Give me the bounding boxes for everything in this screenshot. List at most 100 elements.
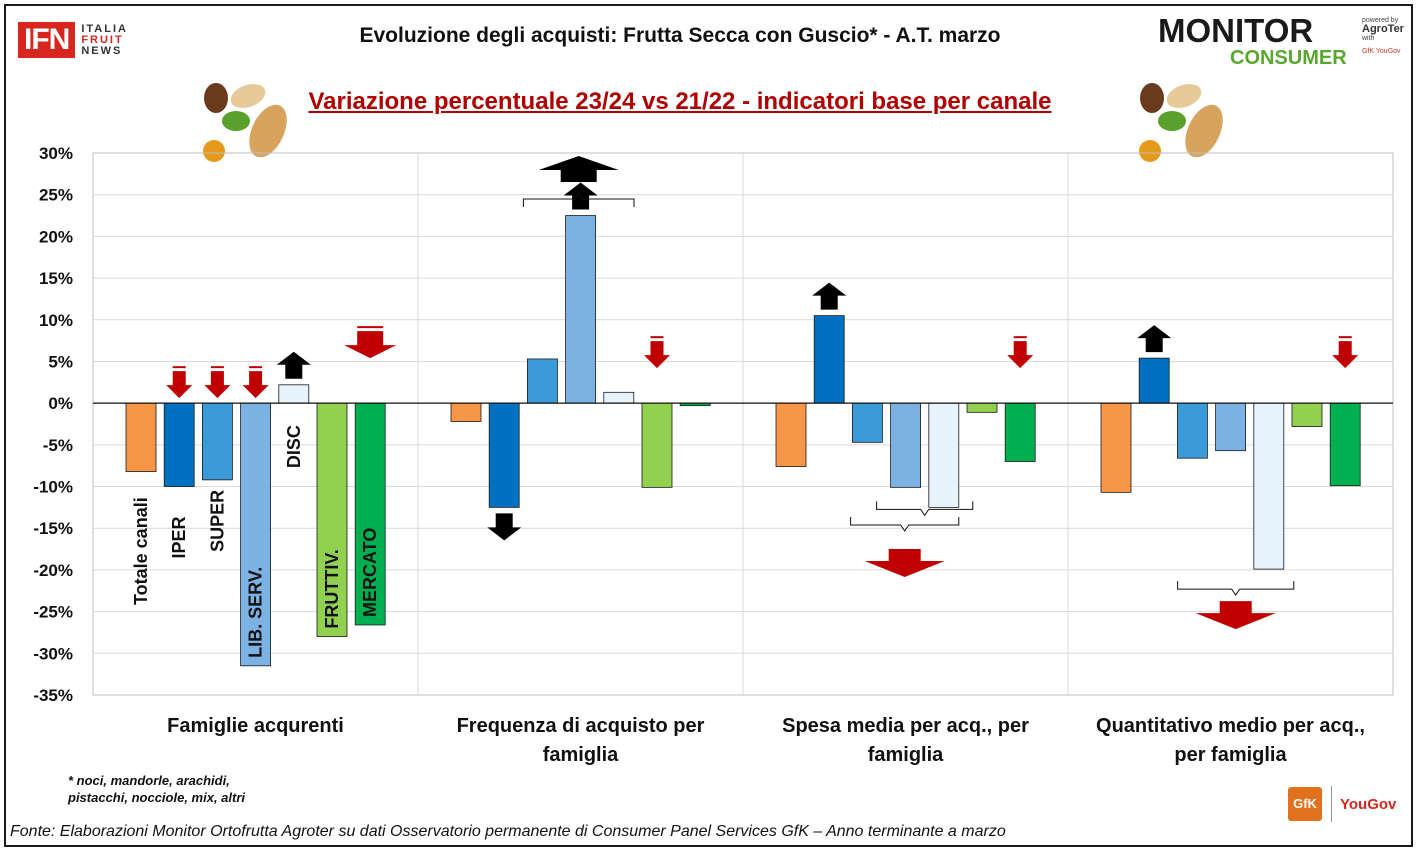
bar xyxy=(354,402,386,626)
hazelnut-icon xyxy=(203,140,225,162)
group-label: famiglia xyxy=(868,744,944,766)
nuts-illustration-left xyxy=(203,83,287,162)
footnote-line2: pistacchi, nocciole, mix, altri xyxy=(68,790,246,805)
bar xyxy=(890,402,921,488)
trend-arrow-down xyxy=(166,371,193,399)
peanut-icon xyxy=(1185,104,1223,158)
with-text: with xyxy=(1362,35,1375,42)
ifn-logo-mark: IFN xyxy=(18,22,76,58)
group-label: Famiglie acqurenti xyxy=(167,715,344,737)
bar xyxy=(1138,357,1170,404)
walnut-icon xyxy=(204,83,228,113)
bar xyxy=(1177,402,1208,459)
bracket xyxy=(850,517,960,532)
powered-by-block: powered by AgroTer with GfK YouGov xyxy=(1362,16,1410,56)
trend-arrow-down xyxy=(644,341,670,369)
group-label: famiglia xyxy=(543,744,619,766)
bar xyxy=(125,402,157,472)
bar xyxy=(813,315,845,404)
y-tick-label: -25% xyxy=(33,603,73,622)
trend-arrow-down xyxy=(242,371,269,399)
monitor-consumer-logo: MONITOR CONSUMER xyxy=(1158,12,1358,69)
bracket xyxy=(876,501,974,517)
group-label: Spesa media per acq., per xyxy=(782,715,1029,737)
y-tick-label: 20% xyxy=(39,227,73,246)
gfk-logo: GfK xyxy=(1288,787,1322,821)
ifn-logo-text: ITALIA FRUIT NEWS xyxy=(81,22,128,57)
channel-label: MERCATO xyxy=(360,528,380,617)
group-label: Quantitativo medio per acq., xyxy=(1096,715,1365,737)
monitor-logo-line1: MONITOR xyxy=(1158,12,1314,49)
ifn-logo-line2: FRUIT xyxy=(81,33,124,46)
trend-arrow-up xyxy=(538,156,619,182)
bracket xyxy=(1177,581,1295,596)
trend-arrow-down xyxy=(344,331,397,359)
logo-divider xyxy=(1331,786,1332,822)
trend-arrow-up xyxy=(812,282,847,310)
bar xyxy=(201,402,233,481)
y-tick-label: 25% xyxy=(39,186,73,205)
y-tick-label: -30% xyxy=(33,644,73,663)
y-tick-label: -20% xyxy=(33,561,73,580)
bar xyxy=(1004,402,1036,462)
ifn-logo: IFN ITALIA FRUIT NEWS xyxy=(18,22,128,58)
yougov-logo: YouGov xyxy=(1340,796,1397,813)
pistachio-icon xyxy=(222,111,250,131)
bar xyxy=(775,402,807,467)
bar xyxy=(1291,402,1323,427)
channel-label: IPER xyxy=(169,517,189,559)
y-tick-label: -35% xyxy=(33,686,73,705)
trend-arrow-down xyxy=(1195,601,1276,630)
channel-label: FRUTTIV. xyxy=(322,549,342,628)
cashew-icon xyxy=(230,83,266,109)
y-tick-label: -5% xyxy=(43,436,73,455)
ifn-logo-line3: NEWS xyxy=(81,44,123,57)
y-tick-label: 0% xyxy=(48,394,73,413)
bar xyxy=(966,402,998,413)
bar xyxy=(641,402,673,488)
bar xyxy=(527,358,558,404)
bar xyxy=(1215,402,1246,452)
agroter-logo: AgroTer xyxy=(1362,23,1404,35)
bar xyxy=(1253,402,1285,570)
bar xyxy=(1100,402,1132,493)
y-tick-label: 5% xyxy=(48,352,73,371)
monitor-logo-line2: CONSUMER xyxy=(1230,47,1347,69)
chart-title: Variazione percentuale 23/24 vs 21/22 - … xyxy=(308,88,1052,115)
trend-arrow-down xyxy=(1007,341,1034,369)
y-tick-label: -15% xyxy=(33,519,73,538)
channel-label: LIB. SERV. xyxy=(246,567,266,658)
bar xyxy=(565,215,596,404)
y-tick-label: 15% xyxy=(39,269,73,288)
trend-arrow-up xyxy=(276,351,311,379)
y-tick-label: 30% xyxy=(39,144,73,163)
peanut-icon xyxy=(249,104,287,158)
bar xyxy=(488,402,520,508)
channel-label: SUPER xyxy=(207,490,227,552)
bar xyxy=(450,402,482,422)
walnut-icon xyxy=(1140,83,1164,113)
channel-label: DISC xyxy=(284,425,304,468)
y-tick-label: 10% xyxy=(39,311,73,330)
ifn-logo-line1: ITALIA xyxy=(81,22,128,35)
trend-arrow-up xyxy=(1137,325,1172,353)
bar xyxy=(1329,402,1361,487)
bracket xyxy=(522,192,635,207)
bar xyxy=(163,402,195,487)
channel-label: Totale canali xyxy=(131,497,151,605)
footnote: * noci, mandorle, arachidi, pistacchi, n… xyxy=(68,772,245,806)
group-label: per famiglia xyxy=(1174,744,1287,766)
trend-arrow-down xyxy=(864,549,945,577)
trend-arrow-down xyxy=(1332,341,1359,369)
group-label: Frequenza di acquisto per xyxy=(457,715,705,737)
trend-arrow-down xyxy=(487,513,522,541)
partner-logos: GfK YouGov xyxy=(1362,48,1401,55)
powered-by-text: powered by xyxy=(1362,17,1399,24)
cashew-icon xyxy=(1166,83,1202,109)
chart-frame xyxy=(4,4,1413,847)
trend-arrow-down xyxy=(204,371,231,399)
nuts-illustration-right xyxy=(1139,83,1223,162)
source-note: Fonte: Elaborazioni Monitor Ortofrutta A… xyxy=(10,823,1006,840)
bar xyxy=(278,384,310,404)
